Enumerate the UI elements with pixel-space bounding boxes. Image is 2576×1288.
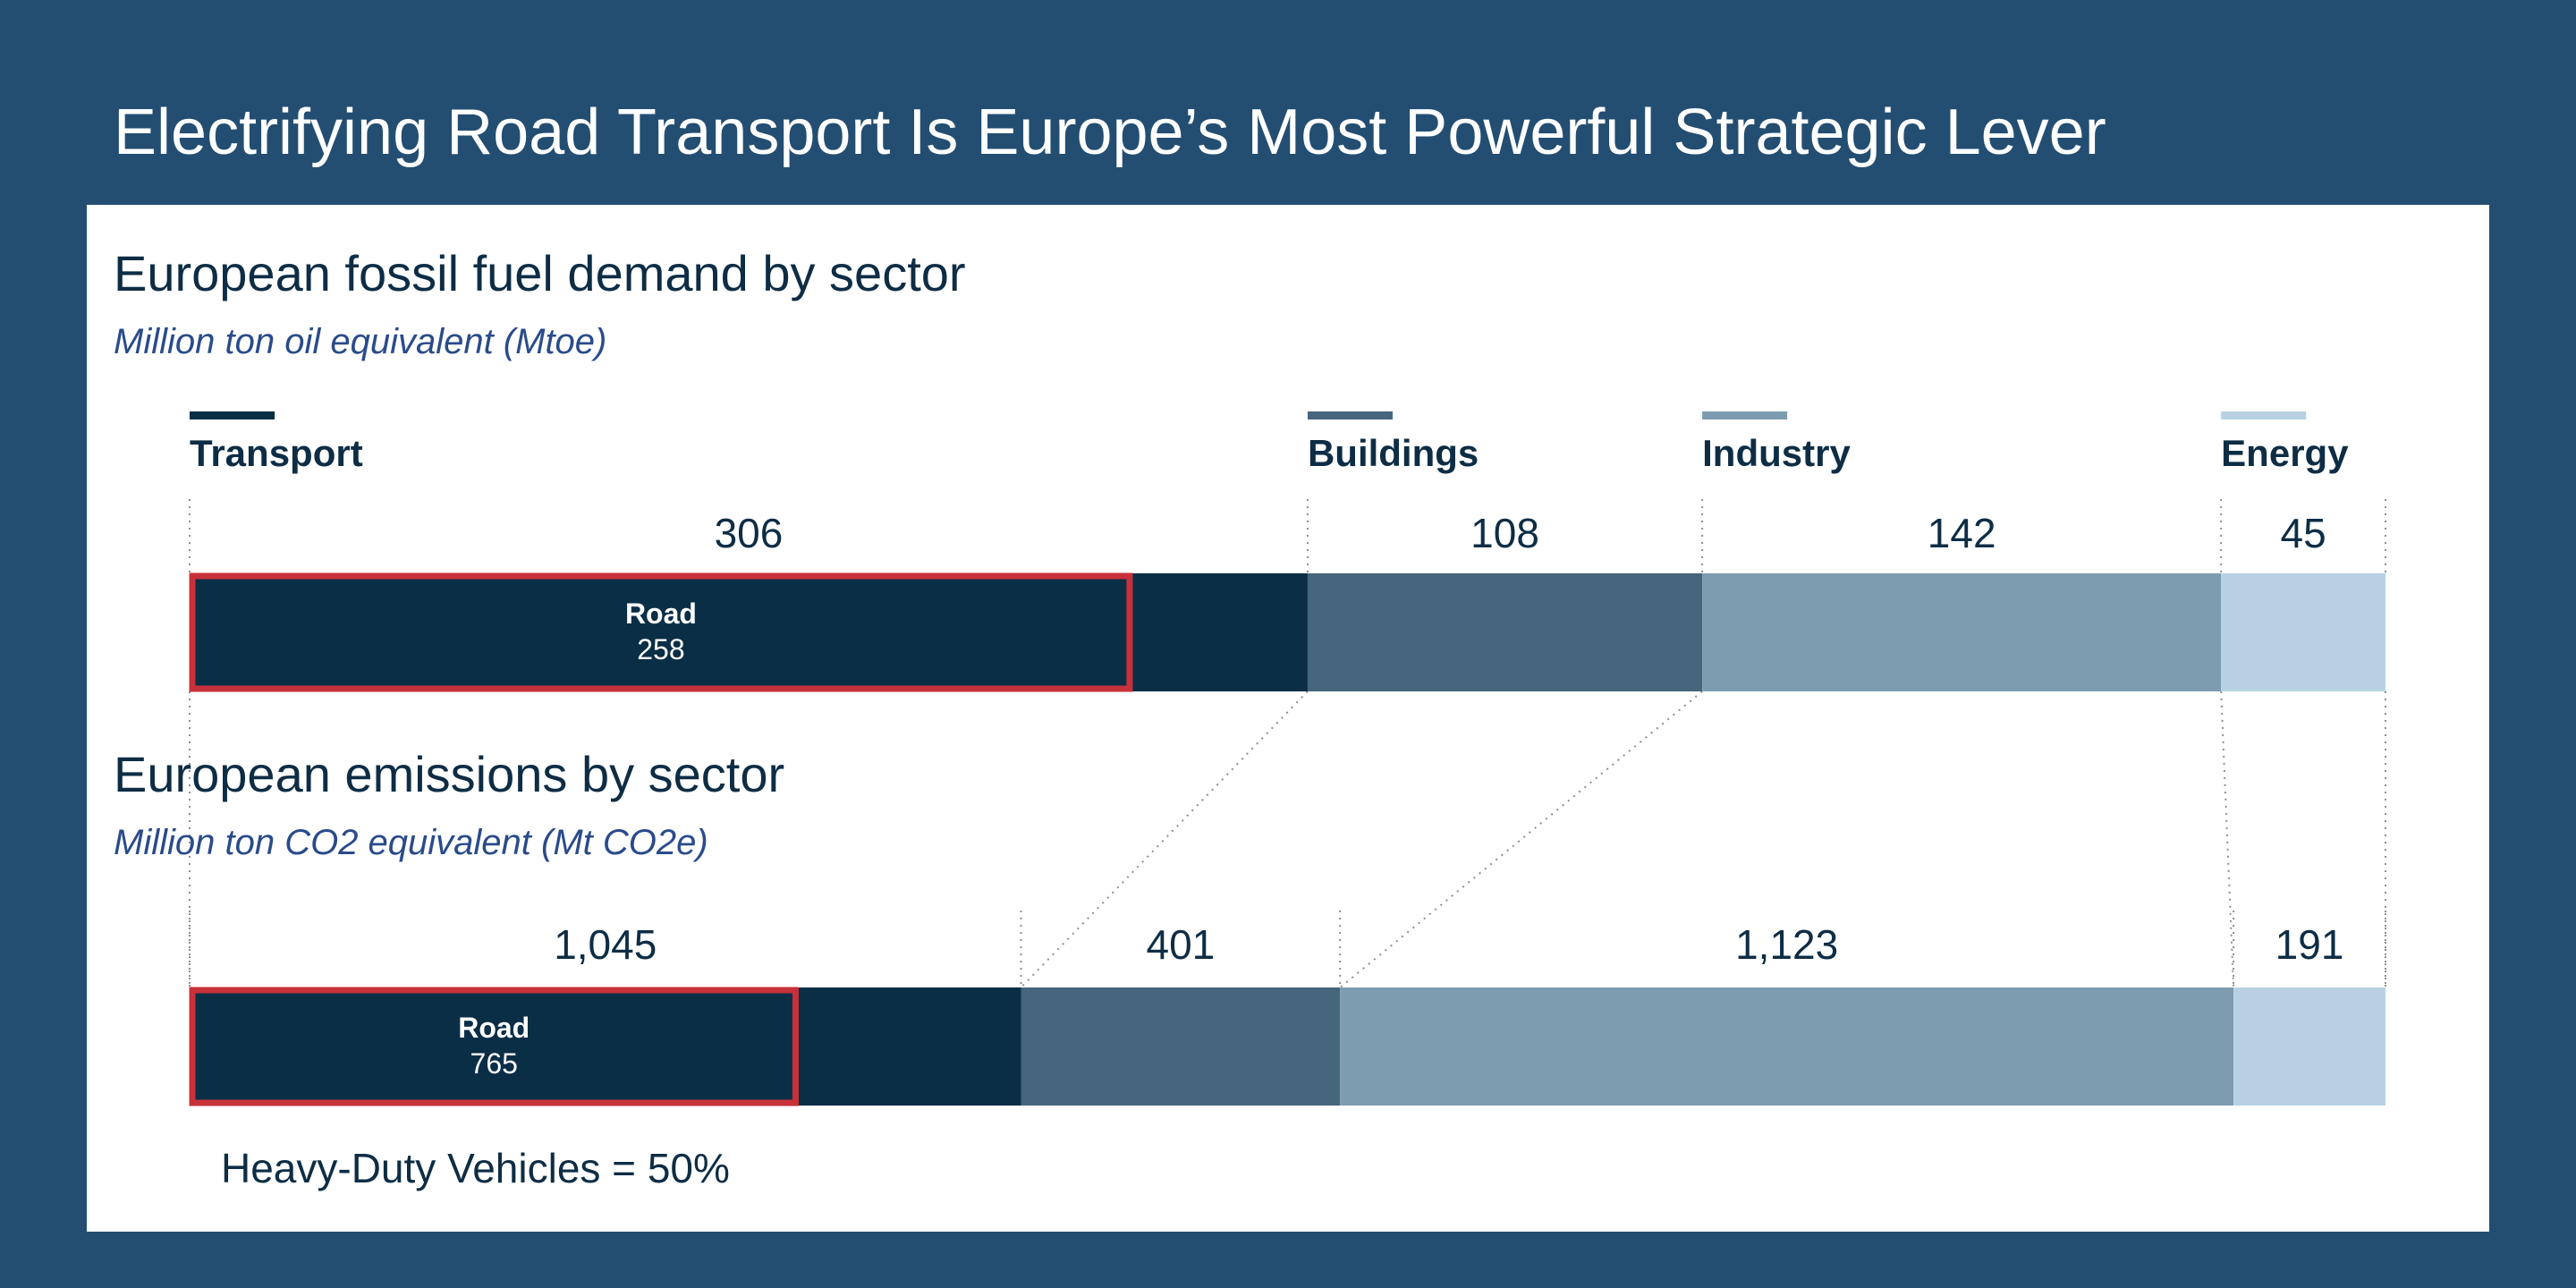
road-label: Road	[625, 597, 697, 630]
legend-swatch-transport	[190, 411, 275, 419]
value-label-buildings: 108	[1470, 510, 1539, 556]
value-label-energy: 45	[2281, 510, 2326, 556]
bar-industry	[1340, 987, 2234, 1106]
bar-industry	[1702, 573, 2222, 691]
bar-transport	[190, 573, 1308, 691]
legend-swatch-buildings	[1307, 411, 1393, 419]
chart-panel: European fossil fuel demand by sector Mil…	[87, 205, 2489, 1232]
hdv-annotation: Heavy-Duty Vehicles = 50%	[221, 1145, 730, 1191]
legend-label-transport: Transport	[190, 432, 363, 474]
fuel-demand-chart: European fossil fuel demand by sector Mil…	[114, 245, 2386, 692]
connector-line	[1339, 691, 1703, 988]
legend-swatch-industry	[1702, 411, 1788, 419]
chart-subtitle: Million ton CO2 equivalent (Mt CO2e)	[114, 823, 708, 862]
value-label-industry: 1,123	[1735, 921, 1838, 968]
road-label: Road	[458, 1012, 530, 1044]
sector-legend: Transport Buildings Industry Energy	[190, 411, 2349, 474]
chart-title: European emissions by sector	[114, 746, 784, 802]
value-label-industry: 142	[1928, 510, 1996, 556]
value-label-transport: 306	[715, 510, 784, 556]
road-highlight-box	[189, 572, 1133, 692]
legend-label-energy: Energy	[2221, 432, 2349, 474]
bar-energy	[2221, 573, 2385, 691]
road-value: 765	[470, 1047, 518, 1080]
legend-label-buildings: Buildings	[1308, 432, 1479, 474]
value-label-buildings: 401	[1146, 921, 1215, 968]
road-highlight-box	[189, 987, 799, 1106]
chart-title: European fossil fuel demand by sector	[114, 245, 966, 301]
slide-title: Electrifying Road Transport Is Europe’s …	[114, 97, 2106, 168]
chart-canvas: European fossil fuel demand by sector Mil…	[114, 245, 2386, 1191]
value-label-energy: 191	[2275, 921, 2344, 968]
legend-label-industry: Industry	[1702, 432, 1851, 474]
chart-subtitle: Million ton oil equivalent (Mtoe)	[114, 322, 606, 361]
connector-line	[2220, 691, 2235, 988]
value-label-transport: 1,045	[554, 921, 657, 968]
bar-buildings	[1307, 573, 1703, 691]
bar-energy	[2233, 987, 2385, 1106]
bar-transport	[190, 987, 1021, 1106]
legend-swatch-energy	[2221, 411, 2307, 419]
bar-buildings	[1021, 987, 1341, 1106]
road-value: 258	[637, 633, 684, 665]
emissions-chart: European emissions by sector Million ton …	[114, 746, 2386, 1191]
